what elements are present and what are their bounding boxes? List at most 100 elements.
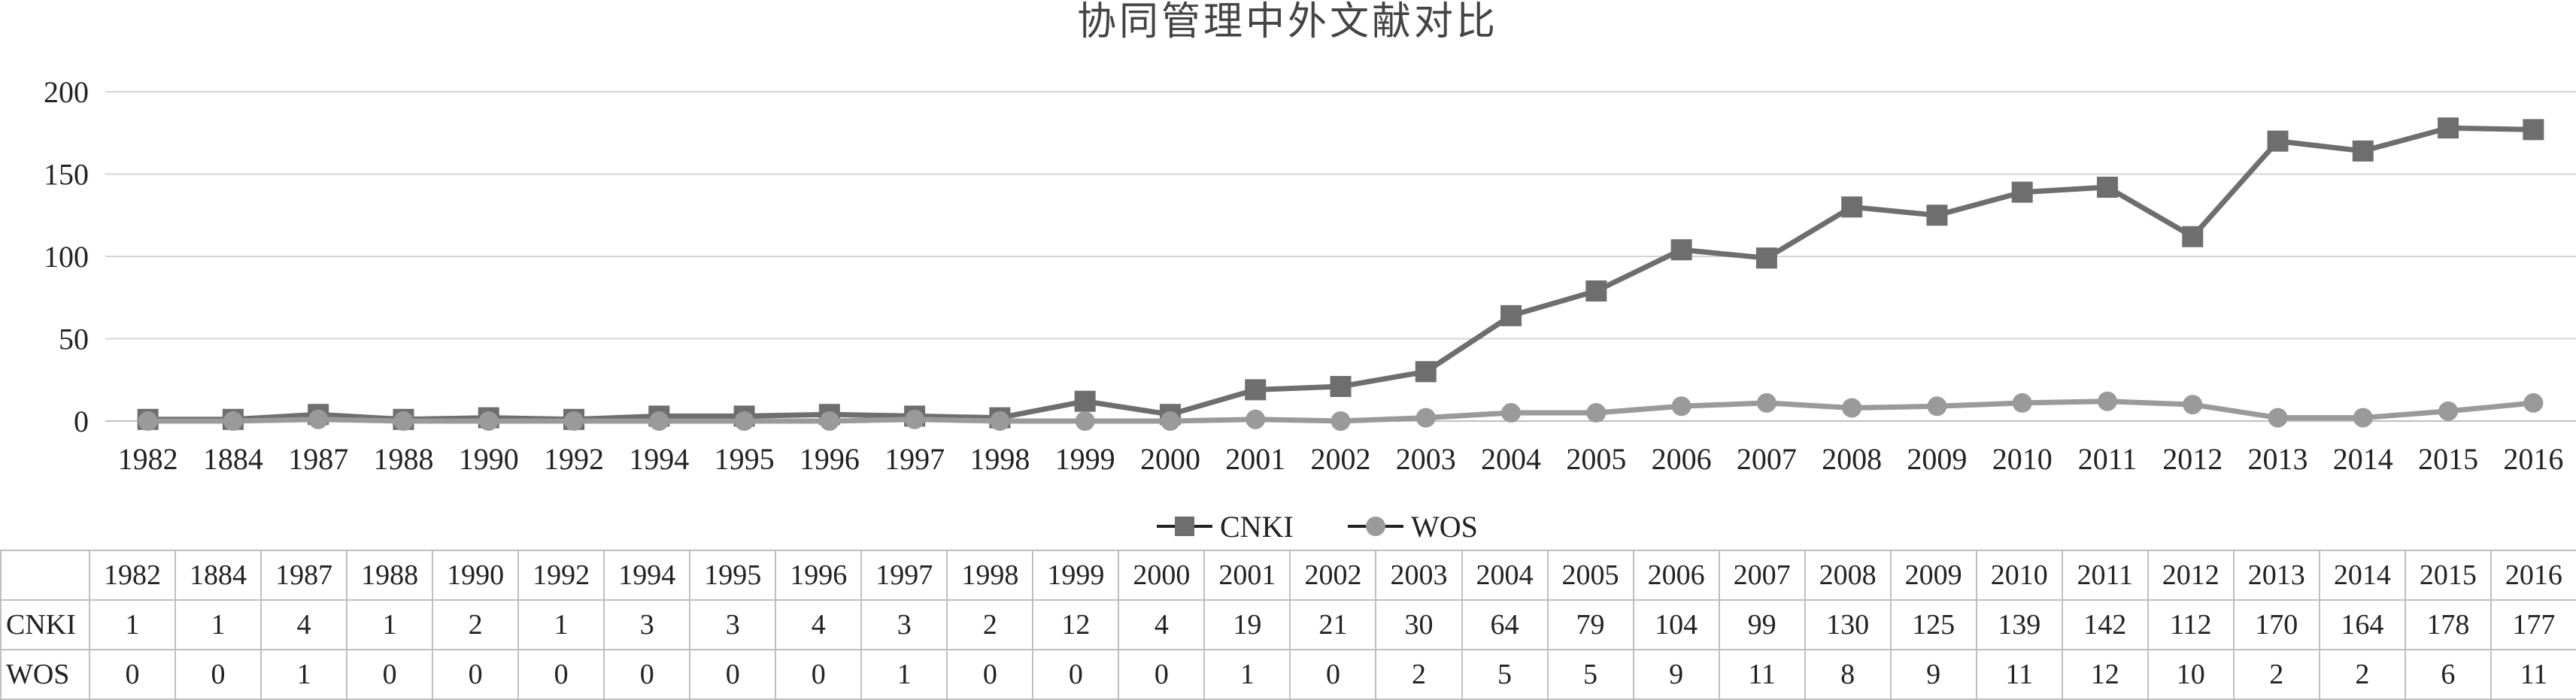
table-value-cell: 4 xyxy=(1118,599,1206,650)
legend-wos-marker xyxy=(1366,517,1385,536)
data-point-cnki xyxy=(1755,247,1777,269)
data-point-cnki xyxy=(1670,239,1692,261)
data-point-wos xyxy=(734,411,754,431)
table-value-cell: 104 xyxy=(1632,599,1720,650)
data-point-wos xyxy=(1246,409,1266,429)
data-point-wos xyxy=(1842,398,1862,418)
x-tick-label: 2001 xyxy=(1225,442,1285,476)
table-year-cell: 1995 xyxy=(689,550,777,601)
table-value-cell: 2 xyxy=(2232,649,2320,700)
table-value-cell: 177 xyxy=(2490,599,2576,650)
data-point-cnki xyxy=(1074,390,1096,412)
y-tick-label: 150 xyxy=(44,158,89,192)
table-value-cell: 1 xyxy=(174,599,262,650)
x-tick-label: 2013 xyxy=(2248,442,2308,476)
table-value-cell: 4 xyxy=(775,599,863,650)
table-value-cell: 2 xyxy=(1375,649,1463,700)
y-tick-label: 200 xyxy=(44,75,89,109)
table-value-cell: 64 xyxy=(1461,599,1549,650)
data-point-wos xyxy=(478,411,499,431)
data-point-cnki xyxy=(1585,280,1607,302)
data-point-wos xyxy=(990,411,1010,431)
data-point-cnki xyxy=(2011,181,2033,203)
table-value-cell: 10 xyxy=(2147,649,2235,700)
table-year-cell: 2010 xyxy=(1975,550,2063,601)
table-row-cnki: CNKI 1 1 4 1 2 1 3 3 4 3 2 12 4 19 21 30 64 79 104 99 130 125 1… xyxy=(0,599,2576,650)
data-point-wos xyxy=(223,411,243,431)
x-tick-label: 2014 xyxy=(2333,442,2393,476)
table-value-cell: 0 xyxy=(174,649,262,700)
table-value-cell: 1 xyxy=(260,649,348,700)
data-point-cnki xyxy=(2352,140,2374,162)
x-tick-label: 1998 xyxy=(969,442,1030,476)
table-year-cell: 2015 xyxy=(2404,550,2492,601)
table-year-cell: 1998 xyxy=(946,550,1034,601)
table-year-cell: 2006 xyxy=(1632,550,1720,601)
x-tick-label: 1992 xyxy=(544,442,604,476)
table-value-cell: 0 xyxy=(946,649,1034,700)
table-value-cell: 0 xyxy=(603,649,691,700)
data-point-wos xyxy=(1330,411,1351,431)
y-tick-label: 100 xyxy=(44,240,89,274)
table-value-cell: 0 xyxy=(346,649,434,700)
table-value-cell: 3 xyxy=(603,599,691,650)
x-tick-label: 1982 xyxy=(118,442,178,476)
table-value-cell: 21 xyxy=(1289,599,1377,650)
data-point-wos xyxy=(905,409,925,429)
table-value-cell: 30 xyxy=(1375,599,1463,650)
data-point-wos xyxy=(649,411,669,431)
data-point-wos xyxy=(1075,411,1095,431)
x-tick-label: 1996 xyxy=(800,442,860,476)
table-value-cell: 3 xyxy=(689,599,777,650)
table-year-cell: 2003 xyxy=(1375,550,1463,601)
table-year-cell: 1988 xyxy=(346,550,434,601)
gridlines xyxy=(105,91,2576,422)
data-point-cnki xyxy=(1330,376,1352,398)
data-point-cnki xyxy=(1926,205,1948,226)
x-tick-label: 1995 xyxy=(715,442,775,476)
data-point-wos xyxy=(564,411,584,431)
table-value-cell: 142 xyxy=(2061,599,2149,650)
table-year-cell: 2009 xyxy=(1889,550,1977,601)
table-value-cell: 0 xyxy=(775,649,863,700)
table-year-cell: 2013 xyxy=(2232,550,2320,601)
data-point-wos xyxy=(1756,392,1776,413)
table-value-cell: 1 xyxy=(346,599,434,650)
data-point-wos xyxy=(2097,391,2117,411)
table-value-cell: 5 xyxy=(1546,649,1634,700)
x-tick-label: 2000 xyxy=(1140,442,1200,476)
table-value-cell: 178 xyxy=(2404,599,2492,650)
table-year-cell: 2008 xyxy=(1804,550,1892,601)
x-tick-label: 2016 xyxy=(2503,442,2563,476)
table-value-cell: 11 xyxy=(1718,649,1806,700)
x-tick-label: 2007 xyxy=(1737,442,1797,476)
x-tick-label: 2006 xyxy=(1652,442,1712,476)
x-axis-ticks: 1982 1884 1987 1988 1990 1992 1994 1995 1996 1997… xyxy=(118,442,2564,476)
x-tick-label: 2005 xyxy=(1566,442,1626,476)
x-tick-label: 2008 xyxy=(1822,442,1882,476)
data-point-wos xyxy=(1501,403,1522,423)
table-value-cell: 1 xyxy=(860,649,948,700)
table-year-cell: 1996 xyxy=(775,550,863,601)
table-year-cell: 1990 xyxy=(432,550,520,601)
table-value-cell: 0 xyxy=(517,649,605,700)
x-tick-label: 1988 xyxy=(373,442,433,476)
table-year-cell: 1999 xyxy=(1032,550,1120,601)
table-year-cell: 1987 xyxy=(260,550,348,601)
x-tick-label: 2002 xyxy=(1311,442,1371,476)
y-tick-label: 50 xyxy=(59,323,89,356)
y-tick-label: 0 xyxy=(74,405,89,438)
data-point-cnki xyxy=(2182,226,2204,247)
table-year-cell: 2007 xyxy=(1718,550,1806,601)
table-value-cell: 0 xyxy=(1118,649,1206,700)
legend: CNKI WOS xyxy=(1157,510,1478,544)
table-year-cell: 2016 xyxy=(2490,550,2576,601)
table-value-cell: 1 xyxy=(517,599,605,650)
x-tick-label: 2009 xyxy=(1907,442,1967,476)
x-tick-label: 1999 xyxy=(1055,442,1115,476)
data-point-wos xyxy=(819,411,839,431)
data-point-wos xyxy=(2268,408,2288,428)
table-row-wos: WOS 0 0 1 0 0 0 0 0 0 1 0 0 0 1 0 2 5 5 9 11 8 9 11 12 10 2 2 6 11 xyxy=(0,649,2576,700)
table-value-cell: 0 xyxy=(88,649,177,700)
table-year-cell: 1994 xyxy=(603,550,691,601)
